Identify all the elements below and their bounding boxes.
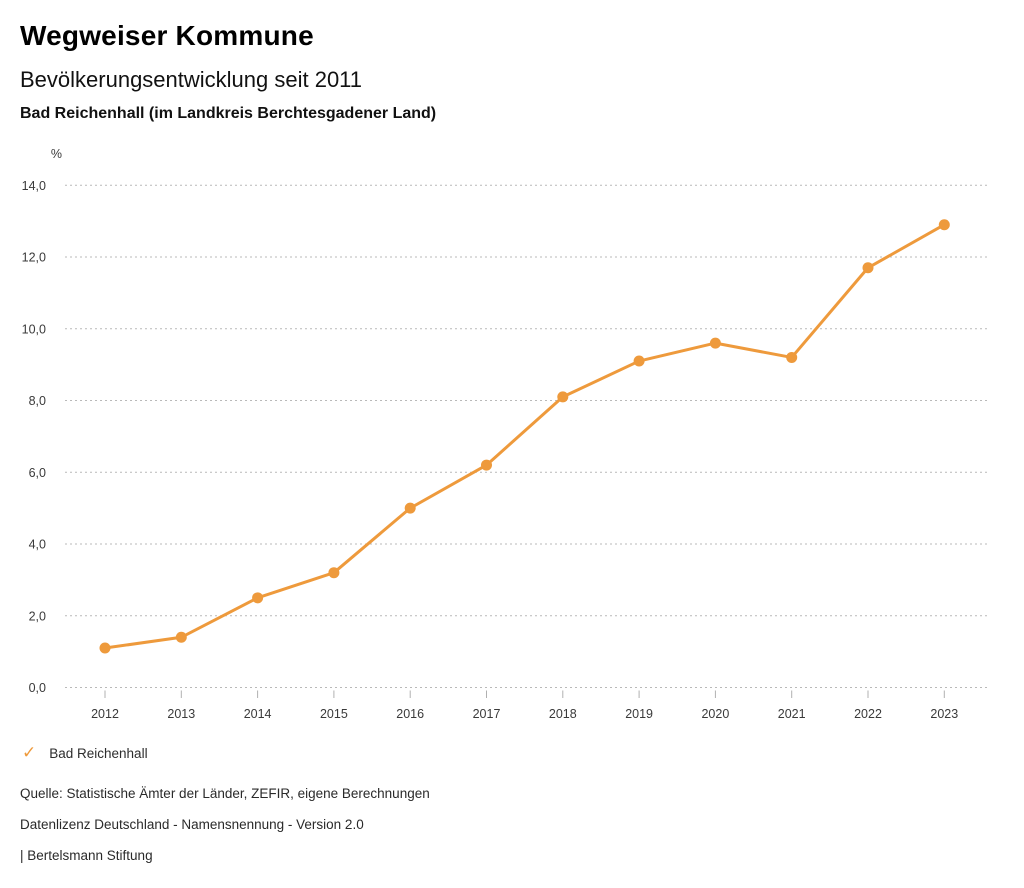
y-axis-tick-label: 0,0 — [29, 681, 46, 695]
x-axis-tick-label: 2013 — [167, 707, 195, 721]
chart-location-subtitle: Bad Reichenhall (im Landkreis Berchtesga… — [20, 105, 437, 122]
data-point-2021[interactable] — [786, 351, 798, 363]
y-axis-tick-label: 2,0 — [29, 609, 46, 623]
source-note: Quelle: Statistische Ämter der Länder, Z… — [20, 786, 430, 801]
x-axis-tick-label: 2021 — [778, 707, 806, 721]
x-axis-tick-label: 2018 — [549, 707, 577, 721]
chart-title: Bevölkerungsentwicklung seit 2011 — [20, 67, 363, 92]
line-chart-svg: % 0,0 2,0 4,0 6,0 8,0 10,0 12,0 14,0 2012 2013 2014… — [22, 147, 990, 721]
y-axis-tick-label: 10,0 — [22, 322, 46, 336]
data-point-2019[interactable] — [633, 355, 645, 367]
y-axis-tick-label: 12,0 — [22, 251, 46, 265]
data-point-2017[interactable] — [481, 459, 492, 471]
legend-label: Bad Reichenhall — [49, 746, 148, 761]
data-point-2013[interactable] — [175, 631, 187, 643]
x-axis-tick-label: 2023 — [930, 707, 958, 721]
x-axis-tick-label: 2017 — [473, 707, 501, 721]
x-axis-tick-label: 2016 — [396, 707, 424, 721]
data-point-2022[interactable] — [862, 262, 874, 274]
x-axis-tick-label: 2015 — [320, 707, 348, 721]
y-axis-tick-label: 8,0 — [29, 394, 46, 408]
attribution-note: | Bertelsmann Stiftung — [20, 848, 153, 863]
app-title: Wegweiser Kommune — [20, 20, 314, 51]
license-note: Datenlizenz Deutschland - Namensnennung … — [20, 817, 364, 832]
legend[interactable]: ✓ Bad Reichenhall — [22, 743, 148, 762]
data-point-2020[interactable] — [709, 337, 721, 349]
y-axis-tick-label: 4,0 — [29, 538, 46, 552]
x-axis-tick-label: 2022 — [854, 707, 882, 721]
y-axis-tick-label: 14,0 — [22, 179, 46, 193]
check-icon: ✓ — [22, 743, 37, 762]
y-axis-unit-label: % — [51, 147, 62, 161]
x-axis-tick-label: 2020 — [701, 707, 729, 721]
data-point-2012[interactable] — [99, 642, 111, 654]
line-chart-area: % 0,0 2,0 4,0 6,0 8,0 10,0 12,0 14,0 2012 2013 2014… — [0, 140, 1024, 740]
data-point-2023[interactable] — [938, 219, 950, 231]
x-axis-tick-label: 2014 — [244, 707, 272, 721]
data-point-2016[interactable] — [404, 502, 416, 514]
x-axis-tick-label: 2012 — [91, 707, 119, 721]
series-line-bad-reichenhall — [103, 223, 946, 650]
x-axis-tick-label: 2019 — [625, 707, 653, 721]
data-point-2015[interactable] — [328, 567, 340, 579]
y-axis-tick-label: 6,0 — [29, 466, 46, 480]
data-point-2014[interactable] — [252, 592, 264, 604]
data-point-2018[interactable] — [557, 391, 569, 403]
